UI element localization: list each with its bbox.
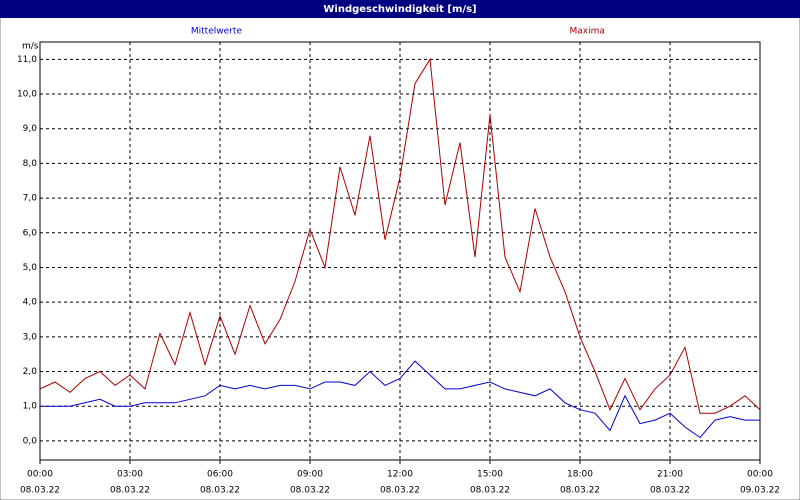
x-tick-date: 08.03.22 — [560, 486, 600, 496]
x-tick-date: 09.03.22 — [740, 486, 780, 496]
y-tick-label: 4,0 — [23, 298, 38, 308]
x-tick-label: 03:00 — [117, 470, 143, 480]
legend-entry: Maxima — [570, 27, 605, 37]
y-tick-label: 1,0 — [23, 402, 38, 412]
x-tick-label: 21:00 — [657, 470, 683, 480]
y-tick-label: 6,0 — [23, 228, 38, 238]
y-tick-label: 11,0 — [17, 55, 37, 65]
y-tick-label: 5,0 — [23, 263, 38, 273]
x-tick-label: 12:00 — [387, 470, 413, 480]
y-tick-label: 7,0 — [23, 194, 38, 204]
x-tick-label: 09:00 — [297, 470, 323, 480]
x-tick-label: 00:00 — [747, 470, 773, 480]
series-line — [40, 360, 760, 439]
x-tick-date: 08.03.22 — [20, 486, 60, 496]
x-tick-date: 08.03.22 — [470, 486, 510, 496]
x-tick-label: 15:00 — [477, 470, 503, 480]
title-bar — [0, 0, 800, 18]
x-tick-date: 08.03.22 — [110, 486, 150, 496]
y-tick-label: 3,0 — [23, 332, 38, 342]
x-tick-label: 18:00 — [567, 470, 593, 480]
x-tick-date: 08.03.22 — [650, 486, 690, 496]
x-tick-label: 06:00 — [207, 470, 233, 480]
x-tick-date: 08.03.22 — [380, 486, 420, 496]
y-tick-label: 10,0 — [17, 90, 37, 100]
chart-title: Windgeschwindigkeit [m/s] — [323, 4, 476, 15]
y-axis-label: m/s — [22, 42, 39, 52]
series-line — [39, 57, 761, 414]
y-tick-label: 0,0 — [23, 436, 38, 446]
x-tick-label: 00:00 — [27, 470, 53, 480]
y-tick-label: 8,0 — [23, 159, 38, 169]
x-tick-date: 08.03.22 — [290, 486, 330, 496]
y-tick-label: 9,0 — [23, 124, 38, 134]
x-tick-date: 08.03.22 — [200, 486, 240, 496]
legend-entry: Mittelwerte — [191, 27, 242, 37]
y-tick-label: 2,0 — [23, 367, 38, 377]
